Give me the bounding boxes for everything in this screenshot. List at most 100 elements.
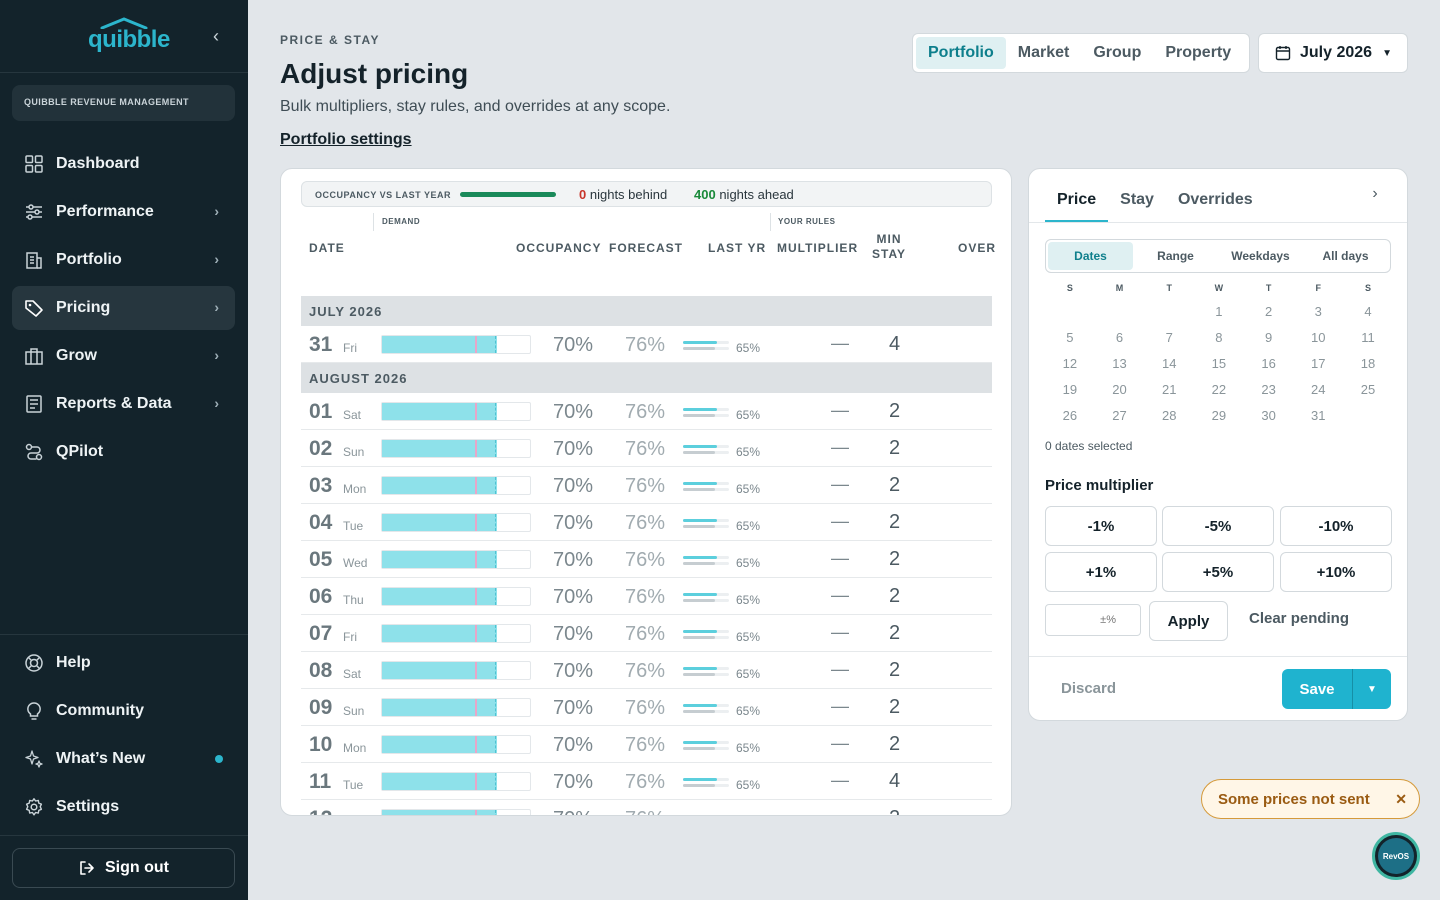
multiplier-button-plus5[interactable]: +5% <box>1162 552 1274 592</box>
nav-item-reports-data[interactable]: Reports & Data › <box>12 382 235 426</box>
calendar-day[interactable]: 22 <box>1211 382 1227 397</box>
save-button[interactable]: Save <box>1282 669 1352 709</box>
nav-item-pricing[interactable]: Pricing › <box>12 286 235 330</box>
table-row[interactable]: 06 Thu 70% 76% 65% — 2 <box>301 578 992 615</box>
calendar-day[interactable]: 20 <box>1112 382 1127 397</box>
table-row[interactable]: 02 Sun 70% 76% 65% — 2 <box>301 430 992 467</box>
nav-item-what-s-new[interactable]: What’s New <box>12 737 235 781</box>
row-min-stay[interactable]: 2 <box>889 511 901 533</box>
row-multiplier[interactable]: — <box>831 474 849 494</box>
collapse-sidebar-button[interactable]: ‹ <box>213 26 219 46</box>
col-last-yr[interactable]: LAST YR <box>708 241 767 255</box>
row-min-stay[interactable]: 4 <box>889 333 901 355</box>
nav-item-portfolio[interactable]: Portfolio › <box>12 238 235 282</box>
calendar-day[interactable]: 17 <box>1311 356 1326 371</box>
row-multiplier[interactable]: — <box>831 770 849 790</box>
row-multiplier[interactable]: — <box>831 659 849 679</box>
mode-weekdays[interactable]: Weekdays <box>1231 249 1290 263</box>
nav-item-help[interactable]: Help <box>12 641 235 685</box>
row-min-stay[interactable]: 2 <box>889 437 901 459</box>
row-multiplier[interactable]: — <box>831 733 849 753</box>
table-row[interactable]: 07 Fri 70% 76% 65% — 2 <box>301 615 992 652</box>
col-min-stay[interactable]: MIN STAY <box>872 232 907 261</box>
custom-percent-input[interactable] <box>1045 604 1141 636</box>
row-min-stay[interactable]: 2 <box>889 733 901 755</box>
calendar-day[interactable]: 21 <box>1161 382 1177 397</box>
table-row[interactable]: 05 Wed 70% 76% 65% — 2 <box>301 541 992 578</box>
table-row[interactable]: 11 Tue 70% 76% 65% — 4 <box>301 763 992 800</box>
org-switcher[interactable]: QUIBBLE REVENUE MANAGEMENT <box>12 85 235 121</box>
calendar-day[interactable]: 28 <box>1161 408 1177 423</box>
multiplier-button-minus5[interactable]: -5% <box>1162 506 1274 546</box>
sign-out-button[interactable]: Sign out <box>12 848 235 888</box>
calendar-day[interactable]: 16 <box>1261 356 1276 371</box>
scope-tab-group[interactable]: Group <box>1093 44 1142 61</box>
row-multiplier[interactable]: — <box>831 333 849 353</box>
nav-item-qpilot[interactable]: QPilot <box>12 430 235 474</box>
row-multiplier[interactable]: — <box>831 807 849 815</box>
calendar-day[interactable]: 24 <box>1311 382 1326 397</box>
row-multiplier[interactable]: — <box>831 585 849 605</box>
nav-item-community[interactable]: Community <box>12 689 235 733</box>
calendar-day[interactable]: 5 <box>1066 330 1074 345</box>
calendar-day[interactable]: 8 <box>1215 330 1223 345</box>
month-picker[interactable]: July 2026 ▼ <box>1258 33 1408 73</box>
row-multiplier[interactable]: — <box>831 548 849 568</box>
row-min-stay[interactable]: 2 <box>889 474 901 496</box>
row-multiplier[interactable]: — <box>831 622 849 642</box>
col-multiplier[interactable]: MULTIPLIER <box>777 241 859 255</box>
row-min-stay[interactable]: 2 <box>889 696 901 718</box>
calendar-day[interactable]: 26 <box>1062 408 1078 423</box>
calendar-day[interactable]: 25 <box>1360 382 1376 397</box>
calendar-day[interactable]: 13 <box>1112 356 1127 371</box>
apply-button[interactable]: Apply <box>1149 601 1228 641</box>
calendar-day[interactable]: 29 <box>1211 408 1227 423</box>
calendar-day[interactable]: 14 <box>1161 356 1177 371</box>
row-multiplier[interactable]: — <box>831 437 849 457</box>
nav-item-settings[interactable]: Settings <box>12 785 235 829</box>
row-min-stay[interactable]: 2 <box>889 400 901 422</box>
mode-dates[interactable]: Dates <box>1048 242 1133 270</box>
calendar-day[interactable]: 18 <box>1360 356 1376 371</box>
nav-item-grow[interactable]: Grow › <box>12 334 235 378</box>
row-min-stay[interactable]: 2 <box>889 585 901 607</box>
col-date[interactable]: DATE <box>309 241 345 255</box>
table-row[interactable]: 08 Sat 70% 76% 65% — 2 <box>301 652 992 689</box>
calendar-day[interactable]: 11 <box>1361 330 1375 345</box>
row-min-stay[interactable]: 2 <box>889 659 901 681</box>
calendar-day[interactable]: 10 <box>1311 330 1326 345</box>
col-over[interactable]: OVER <box>958 241 997 255</box>
panel-tab-price[interactable]: Price <box>1045 181 1109 222</box>
table-row[interactable]: 03 Mon 70% 76% 65% — 2 <box>301 467 992 504</box>
calendar-day[interactable]: 4 <box>1364 304 1372 319</box>
save-options-button[interactable]: ▼ <box>1352 669 1391 709</box>
mode-range[interactable]: Range <box>1157 249 1194 263</box>
calendar-day[interactable]: 30 <box>1261 408 1276 423</box>
row-min-stay[interactable]: 2 <box>889 548 901 570</box>
multiplier-button-plus1[interactable]: +1% <box>1045 552 1157 592</box>
chevron-right-icon[interactable]: › <box>1372 185 1378 202</box>
calendar-day[interactable]: 2 <box>1264 304 1273 319</box>
panel-tab-stay[interactable]: Stay <box>1120 191 1154 208</box>
nav-item-performance[interactable]: Performance › <box>12 190 235 234</box>
scope-tab-property[interactable]: Property <box>1165 44 1232 61</box>
calendar-day[interactable]: 27 <box>1112 408 1127 423</box>
calendar-day[interactable]: 3 <box>1314 304 1322 319</box>
calendar-day[interactable]: 23 <box>1261 382 1276 397</box>
mode-all-days[interactable]: All days <box>1322 249 1369 263</box>
row-min-stay[interactable]: 2 <box>889 622 901 644</box>
multiplier-button-minus1[interactable]: -1% <box>1045 506 1157 546</box>
row-multiplier[interactable]: — <box>831 511 849 531</box>
row-multiplier[interactable]: — <box>831 400 849 420</box>
portfolio-settings-link[interactable]: Portfolio settings <box>280 131 412 148</box>
nav-item-dashboard[interactable]: Dashboard <box>12 142 235 186</box>
calendar-day[interactable]: 31 <box>1311 408 1326 423</box>
row-min-stay[interactable]: 4 <box>889 770 901 792</box>
multiplier-button-plus10[interactable]: +10% <box>1280 552 1392 592</box>
scope-tab-market[interactable]: Market <box>1017 44 1070 61</box>
col-occupancy[interactable]: OCCUPANCY <box>516 241 602 255</box>
calendar-day[interactable]: 12 <box>1062 356 1078 371</box>
table-row[interactable]: 04 Tue 70% 76% 65% — 2 <box>301 504 992 541</box>
clear-pending-button[interactable]: Clear pending <box>1249 610 1350 627</box>
table-row[interactable]: 01 Sat 70% 76% 65% — 2 <box>301 393 992 430</box>
